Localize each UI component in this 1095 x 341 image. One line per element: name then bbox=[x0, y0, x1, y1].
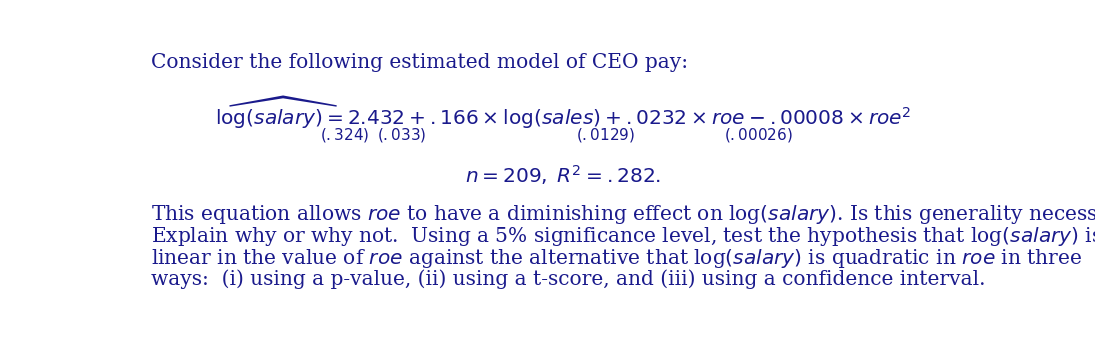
Text: $n = 209,\; R^2 = .282.$: $n = 209,\; R^2 = .282.$ bbox=[465, 163, 661, 187]
Text: $(.324)$: $(.324)$ bbox=[320, 127, 369, 144]
Text: linear in the value of $\mathit{roe}$ against the alternative that log$(\mathit{: linear in the value of $\mathit{roe}$ ag… bbox=[151, 247, 1082, 270]
Text: $(.033)$: $(.033)$ bbox=[377, 127, 427, 144]
Text: $\widehat{\log(\mathit{salary})} = 2.432 + .166 \times \log(\mathit{sales}) + .0: $\widehat{\log(\mathit{salary})} = 2.432… bbox=[215, 94, 911, 131]
Text: Explain why or why not.  Using a 5% significance level, test the hypothesis that: Explain why or why not. Using a 5% signi… bbox=[151, 225, 1095, 248]
Text: Consider the following estimated model of CEO pay:: Consider the following estimated model o… bbox=[151, 53, 688, 72]
Text: $(.00026)$: $(.00026)$ bbox=[724, 127, 793, 144]
Text: ways:  (i) using a p-value, (ii) using a t-score, and (iii) using a confidence i: ways: (i) using a p-value, (ii) using a … bbox=[151, 269, 986, 289]
Text: This equation allows $\mathit{roe}$ to have a diminishing effect on log$(\mathit: This equation allows $\mathit{roe}$ to h… bbox=[151, 203, 1095, 226]
Text: $(.0129)$: $(.0129)$ bbox=[576, 127, 635, 144]
